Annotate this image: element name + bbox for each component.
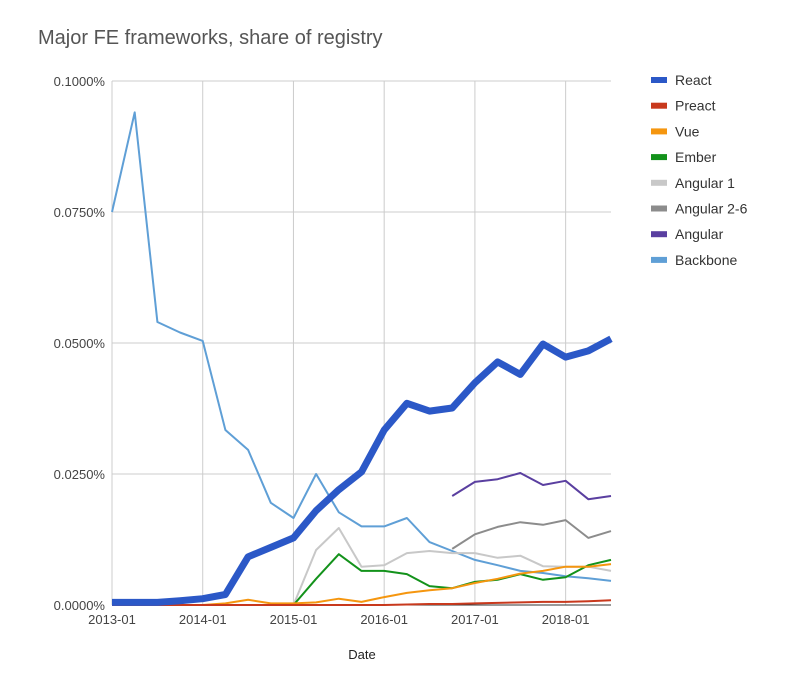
x-tick-label: 2016-01 [360, 612, 408, 627]
legend-swatch [651, 77, 667, 83]
y-tick-label: 0.0250% [54, 467, 106, 482]
y-tick-label: 0.0750% [54, 205, 106, 220]
series-line-angular [451, 472, 612, 501]
legend: React Preact Vue Ember Angular 1 Angular 2-6 A… [651, 72, 748, 268]
x-axis-title: Date [348, 647, 375, 662]
y-axis-labels: 0.0000% 0.0250% 0.0500% 0.0750% 0.1000% [54, 74, 106, 613]
chart-title: Major FE frameworks, share of registry [38, 27, 383, 49]
series-line-backbone [111, 111, 612, 582]
x-tick-label: 2015-01 [270, 612, 318, 627]
series-lines [111, 111, 613, 606]
series-line-angular-2-6 [451, 519, 612, 550]
legend-label: Ember [675, 149, 717, 165]
x-axis-labels: 2013-01 2014-01 2015-01 2016-01 2017-01 2018-… [88, 612, 589, 627]
legend-label: Vue [675, 123, 700, 139]
legend-swatch [651, 179, 667, 186]
x-tick-label: 2017-01 [451, 612, 499, 627]
legend-label: Backbone [675, 252, 737, 268]
x-tick-label: 2013-01 [88, 612, 136, 627]
x-tick-label: 2018-01 [542, 612, 590, 627]
legend-swatch [651, 205, 667, 212]
series-line-preact [112, 599, 612, 606]
legend-label: Angular 2-6 [675, 201, 748, 217]
legend-swatch [651, 154, 667, 161]
legend-label: Preact [675, 98, 716, 114]
legend-label: Angular 1 [675, 175, 735, 191]
x-tick-label: 2014-01 [179, 612, 227, 627]
legend-label: React [675, 72, 712, 88]
legend-swatch [651, 102, 667, 109]
y-tick-label: 0.0500% [54, 336, 106, 351]
legend-swatch [651, 128, 667, 135]
series-line-vue [202, 563, 612, 606]
y-tick-label: 0.1000% [54, 74, 106, 89]
series-line-ember [292, 553, 612, 606]
series-line-react [112, 335, 613, 606]
y-tick-label: 0.0000% [54, 598, 106, 613]
legend-label: Angular [675, 226, 724, 242]
series-line-angular-1 [292, 527, 612, 606]
legend-swatch [651, 256, 667, 263]
legend-swatch [651, 231, 667, 238]
